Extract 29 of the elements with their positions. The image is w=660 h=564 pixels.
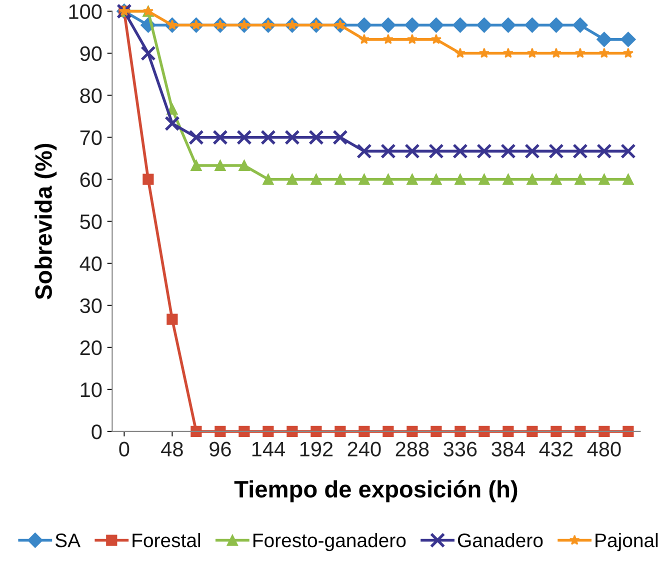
- x-tick-label: 336: [444, 442, 477, 456]
- x-tick-label: 384: [492, 442, 525, 456]
- y-tick-label: 50: [80, 214, 102, 230]
- y-tick-label: 100: [69, 4, 102, 20]
- legend-label: Ganadero: [458, 532, 543, 548]
- x-tick-label: 0: [119, 442, 130, 456]
- legend-label: Forestal: [132, 532, 200, 548]
- x-tick-label: 48: [161, 442, 183, 456]
- legend-label: SA: [55, 534, 80, 548]
- x-tick-label: 192: [300, 442, 333, 456]
- x-tick-label: 480: [587, 442, 621, 456]
- y-tick-label: 0: [92, 424, 102, 440]
- x-tick-label: 240: [348, 442, 381, 456]
- y-tick-label: 20: [80, 340, 102, 356]
- y-tick-label: 30: [80, 298, 102, 314]
- y-tick-label: 70: [80, 130, 102, 146]
- legend-label: Pajonal: [596, 532, 658, 552]
- x-tick-label: 432: [539, 442, 573, 456]
- x-tick-label: 144: [252, 442, 285, 456]
- y-tick-label: 90: [80, 46, 102, 62]
- x-axis-title: Tiempo de exposición (h): [234, 480, 518, 502]
- y-tick-label: 40: [80, 256, 102, 272]
- legend-label: Foresto-ganadero: [253, 532, 406, 552]
- y-tick-label: 60: [80, 172, 102, 188]
- y-tick-label: 10: [80, 382, 102, 398]
- y-tick-label: 80: [80, 88, 102, 104]
- x-tick-label: 96: [210, 442, 231, 456]
- x-tick-label: 288: [396, 442, 429, 456]
- y-axis-title: Sobrevida (%): [34, 144, 57, 300]
